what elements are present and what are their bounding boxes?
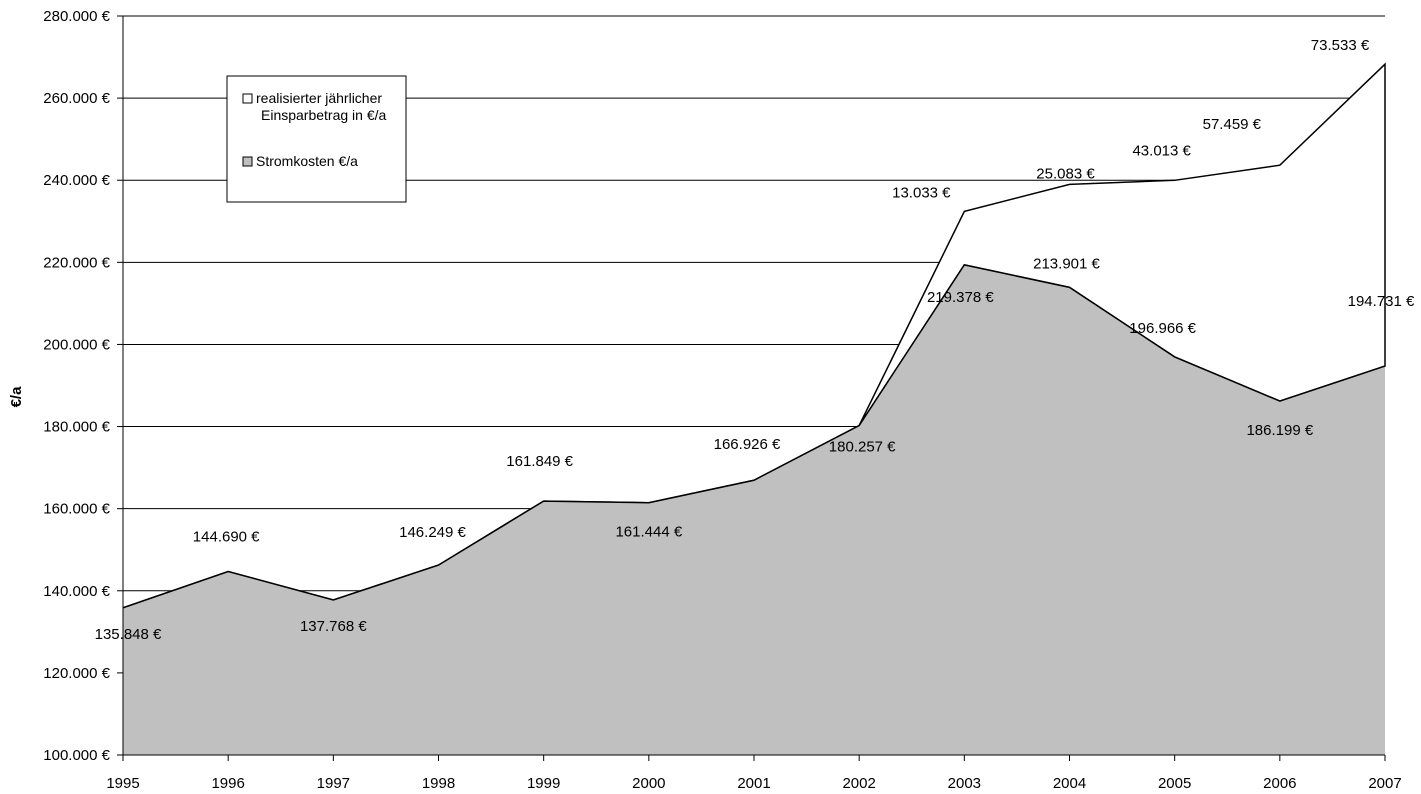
data-label-stromkosten: 180.257 €: [829, 439, 896, 456]
data-label-stromkosten: 161.849 €: [506, 453, 573, 470]
y-tick-label: 240.000 €: [43, 172, 110, 189]
legend-swatch-stromkosten: [242, 156, 253, 167]
x-tick-label: 1995: [106, 775, 139, 792]
legend-label-savings-line1: realisierter jährlicher: [256, 90, 382, 106]
legend-label-savings-line2: Einsparbetrag in €/a: [261, 107, 387, 123]
data-label-savings: 73.533 €: [1311, 37, 1370, 54]
y-tick-label: 180.000 €: [43, 419, 110, 436]
data-label-stromkosten: 213.901 €: [1033, 255, 1100, 272]
y-tick-label: 140.000 €: [43, 583, 110, 600]
x-tick-label: 2002: [842, 775, 875, 792]
y-tick-label: 200.000 €: [43, 336, 110, 353]
line-stromkosten: [122, 264, 1386, 609]
data-label-stromkosten: 135.848 €: [95, 626, 162, 643]
data-label-stromkosten: 166.926 €: [714, 436, 781, 453]
legend-swatch-savings: [242, 93, 253, 104]
y-axis-label: €/a: [8, 386, 25, 408]
data-labels: 135.848 € 144.690 € 137.768 € 146.249 € 161.…: [95, 37, 1415, 643]
y-tick-label: 100.000 €: [43, 747, 110, 764]
legend-label-stromkosten: Stromkosten €/a: [256, 153, 358, 169]
legend: realisierter jährlicher Einsparbetrag in…: [226, 75, 407, 203]
x-tick-label: 1997: [317, 775, 350, 792]
x-tick-label: 2001: [737, 775, 770, 792]
x-tick-label: 2004: [1053, 775, 1086, 792]
areas: [122, 62, 1386, 755]
data-label-stromkosten: 161.444 €: [615, 524, 682, 541]
data-label-stromkosten: 146.249 €: [399, 524, 466, 541]
data-label-stromkosten: 219.378 €: [927, 289, 994, 306]
x-tick-label: 2003: [948, 775, 981, 792]
x-tick-label: 1999: [527, 775, 560, 792]
data-label-stromkosten: 186.199 €: [1246, 422, 1313, 439]
y-tick-label: 160.000 €: [43, 501, 110, 518]
x-tick-label: 2007: [1368, 775, 1401, 792]
y-tick-label: 280.000 €: [43, 8, 110, 25]
data-label-stromkosten: 194.731 €: [1348, 293, 1415, 310]
y-tick-label: 220.000 €: [43, 254, 110, 271]
x-tick-label: 2000: [632, 775, 665, 792]
x-tick-label: 2005: [1158, 775, 1191, 792]
y-tick-label: 260.000 €: [43, 90, 110, 107]
x-tick-label: 1998: [422, 775, 455, 792]
axes: 100.000 € 120.000 € 140.000 € 160.000 € 180.…: [43, 8, 1401, 792]
y-tick-label: 120.000 €: [43, 665, 110, 682]
legend-box: [226, 75, 407, 203]
data-label-savings: 57.459 €: [1203, 116, 1262, 133]
data-label-savings: 13.033 €: [892, 184, 951, 201]
x-tick-label: 1996: [211, 775, 244, 792]
data-label-stromkosten: 137.768 €: [300, 618, 367, 635]
x-tick-label: 2006: [1263, 775, 1296, 792]
data-label-savings: 25.083 €: [1036, 165, 1095, 182]
area-stromkosten: [123, 264, 1385, 755]
data-label-stromkosten: 196.966 €: [1129, 320, 1196, 337]
data-label-stromkosten: 144.690 €: [193, 529, 260, 546]
data-label-savings: 43.013 €: [1132, 142, 1191, 159]
